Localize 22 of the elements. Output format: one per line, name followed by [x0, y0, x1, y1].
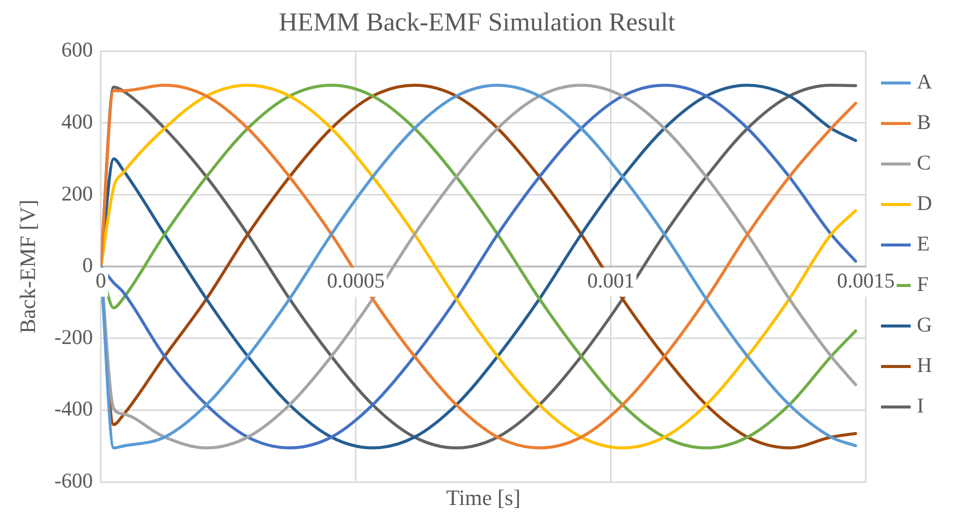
x-axis-title: Time [s]: [446, 484, 521, 510]
legend-label: I: [916, 394, 924, 418]
y-tick-label: 600: [61, 38, 93, 62]
legend-label: D: [916, 191, 932, 216]
y-tick-label: -400: [54, 396, 93, 421]
x-tick-label: 0.001: [587, 268, 634, 293]
legend-label: G: [916, 312, 932, 337]
legend-label: F: [916, 272, 929, 296]
legend-label: B: [916, 110, 931, 134]
y-tick-label: -600: [54, 468, 93, 493]
legend-label: C: [916, 150, 931, 175]
legend-label: H: [916, 353, 932, 378]
legend-label: E: [916, 232, 930, 256]
y-tick-label: 200: [61, 181, 93, 206]
y-tick-label: -200: [54, 324, 93, 349]
x-tick-label: 0.0005: [327, 268, 385, 293]
chart-title: HEMM Back-EMF Simulation Result: [278, 7, 676, 36]
x-tick-label: 0.0015: [836, 268, 895, 293]
y-axis-title: Back-EMF [V]: [14, 200, 40, 334]
y-tick-label: 0: [82, 253, 93, 278]
legend-label: A: [916, 70, 933, 94]
y-tick-label: 400: [61, 110, 93, 134]
